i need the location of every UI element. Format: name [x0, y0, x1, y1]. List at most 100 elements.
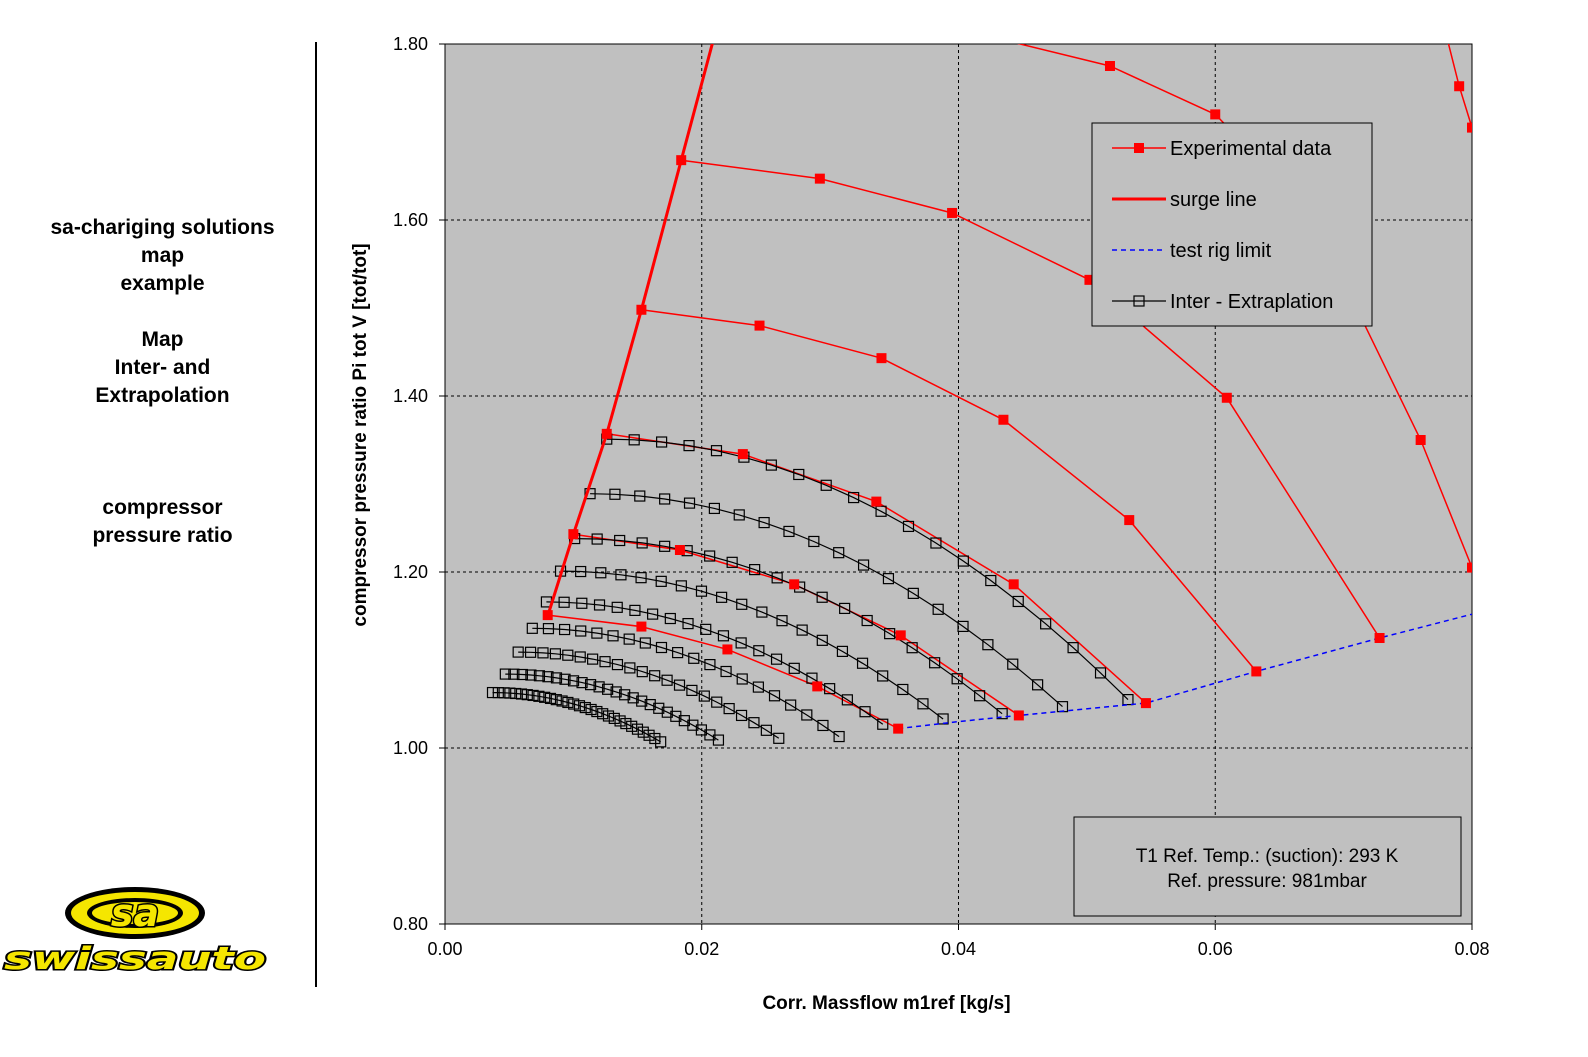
interp-marker	[1040, 618, 1052, 630]
interp-marker	[748, 717, 760, 729]
interp-marker	[700, 623, 712, 635]
experimental-marker	[1013, 710, 1024, 721]
interp-marker	[817, 719, 829, 732]
interp-marker	[575, 565, 587, 578]
interp-marker	[733, 509, 745, 521]
interp-marker	[525, 669, 537, 681]
interp-marker	[610, 686, 622, 698]
interp-marker	[712, 734, 725, 746]
experimental-marker	[636, 621, 647, 632]
annotation-line: T1 Ref. Temp.: (suction): 293 K	[1136, 846, 1399, 867]
interp-marker	[653, 702, 665, 714]
interp-marker	[643, 729, 655, 741]
interp-marker	[985, 574, 997, 587]
interp-marker	[675, 580, 687, 592]
interp-marker	[533, 690, 545, 702]
interp-marker	[1007, 658, 1019, 670]
interp-marker	[907, 587, 919, 599]
x-tick-label: 0.04	[941, 939, 976, 959]
interp-marker	[711, 696, 723, 708]
interp-marker	[776, 615, 788, 627]
interp-marker	[859, 706, 871, 718]
interp-marker	[597, 708, 609, 720]
legend-label: surge line	[1170, 189, 1257, 211]
interp-marker	[526, 622, 538, 634]
interp-marker	[655, 641, 668, 654]
experimental-marker	[1008, 579, 1019, 590]
interp-marker	[756, 606, 768, 618]
interp-marker	[550, 694, 562, 706]
interp-marker	[917, 698, 929, 710]
interp-marker	[957, 620, 969, 633]
interp-marker	[672, 647, 684, 659]
interp-marker	[716, 591, 728, 603]
interp-marker	[760, 724, 772, 736]
interp-marker	[1094, 667, 1107, 679]
interp-marker	[567, 675, 580, 687]
experimental-marker	[947, 207, 958, 218]
interp-marker	[882, 573, 895, 585]
interp-marker	[824, 683, 836, 695]
interp-marker	[544, 692, 557, 705]
annotation-line: Ref. pressure: 981mbar	[1167, 871, 1367, 892]
vertical-divider	[315, 42, 317, 987]
interp-marker	[593, 681, 605, 693]
interp-marker	[929, 657, 941, 669]
interp-curve	[546, 601, 884, 725]
interp-marker	[704, 658, 716, 671]
interp-marker	[957, 555, 969, 567]
sidebar-line: Inter- and	[114, 356, 211, 379]
interp-marker	[576, 597, 588, 609]
experimental-marker	[814, 173, 825, 184]
legend-label: Inter - Extraplation	[1170, 291, 1333, 313]
interp-marker	[639, 637, 651, 649]
interp-marker	[609, 488, 621, 500]
experimental-marker	[636, 304, 647, 315]
experimental-marker	[1415, 435, 1426, 445]
interp-marker	[710, 445, 723, 457]
interp-marker	[542, 623, 555, 635]
interp-marker	[602, 683, 614, 695]
interp-marker	[585, 703, 597, 716]
x-tick-label: 0.06	[1198, 939, 1233, 959]
experimental-marker	[737, 449, 748, 460]
interp-marker	[537, 647, 549, 659]
interp-marker	[884, 628, 896, 640]
experimental-marker	[568, 529, 579, 540]
sidebar-subtitle-block: Map Inter- and Extrapolation	[20, 326, 305, 410]
interp-marker	[602, 710, 615, 722]
interp-marker	[1032, 679, 1044, 691]
interp-marker	[619, 689, 631, 701]
interp-marker	[579, 701, 591, 714]
interp-marker	[615, 569, 627, 581]
interp-marker	[611, 601, 623, 613]
sidebar-line: sa-chariging solutions	[50, 216, 275, 239]
interp-marker	[607, 630, 619, 642]
interp-marker	[752, 681, 764, 693]
experimental-marker	[1221, 392, 1232, 403]
interp-curve	[590, 493, 1063, 708]
interp-marker	[770, 653, 783, 665]
interp-marker	[783, 525, 795, 538]
experimental-marker	[789, 579, 800, 590]
interp-marker	[836, 645, 849, 657]
interp-marker	[508, 668, 520, 680]
interp-marker	[816, 591, 828, 603]
interp-curve	[518, 651, 780, 739]
sidebar-line: example	[120, 272, 205, 295]
interp-marker	[512, 646, 524, 658]
interp-marker	[736, 598, 748, 610]
legend-swatch-marker	[1134, 143, 1144, 153]
interp-marker	[656, 436, 668, 448]
interp-marker	[723, 702, 735, 715]
interp-marker	[635, 572, 647, 584]
experimental-marker	[998, 414, 1009, 425]
interp-marker	[626, 720, 638, 732]
interp-marker	[785, 699, 797, 711]
interp-marker	[576, 677, 588, 689]
interp-marker	[521, 689, 533, 701]
experimental-marker	[674, 545, 685, 555]
interp-marker	[661, 674, 673, 686]
x-axis-label: Corr. Massflow m1ref [kg/s]	[762, 993, 1010, 1014]
interp-marker	[771, 572, 783, 584]
